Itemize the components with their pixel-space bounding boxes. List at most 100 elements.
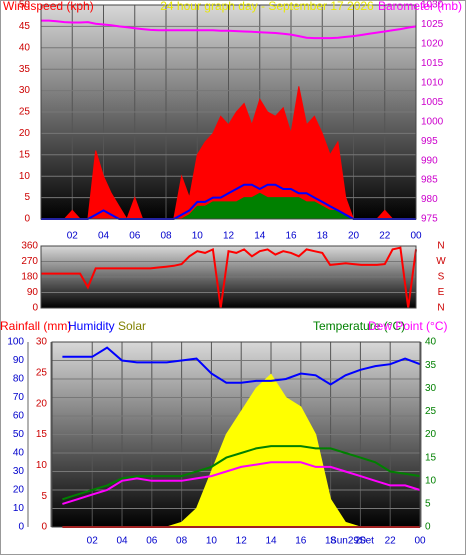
y-tick-label: 45 <box>19 21 31 32</box>
legend-entry: Solar <box>118 319 146 333</box>
y-tick-label: 50 <box>13 429 25 440</box>
y2-tick-label: N <box>437 303 444 314</box>
x-tick-label: 00 <box>410 231 422 242</box>
legend-entry: Temperature (°C) <box>313 319 405 333</box>
y-tick-label: 30 <box>19 85 31 96</box>
x-tick-label: 12 <box>223 231 235 242</box>
x-tick-label: 14 <box>265 536 277 547</box>
y-tick-label: 270 <box>21 256 38 267</box>
x-tick-label: 22 <box>379 231 391 242</box>
x-tick-label: 06 <box>146 536 158 547</box>
series-line <box>41 19 417 40</box>
x-tick-label: 04 <box>98 231 110 242</box>
legend-entry: Humidity <box>68 319 115 333</box>
y2-tick-label: 0 <box>425 522 431 533</box>
x-tick-label: 00 <box>414 536 426 547</box>
x-tick-label: 10 <box>192 231 204 242</box>
y3-tick-label: 30 <box>36 337 48 348</box>
y3-tick-label: 0 <box>41 522 47 533</box>
x-tick-label: 04 <box>116 536 128 547</box>
y-tick-label: 360 <box>21 241 38 252</box>
y-tick-label: 20 <box>13 485 25 496</box>
y-tick-label: 180 <box>21 272 38 283</box>
x-tick-label: 16 <box>285 231 297 242</box>
annotation: Sun29Set <box>330 536 374 547</box>
y-tick-label: 40 <box>13 448 25 459</box>
y2-tick-label: 25 <box>425 406 437 417</box>
x-tick-label: 10 <box>206 536 218 547</box>
y2-tick-label: 35 <box>425 360 437 371</box>
y-tick-label: 0 <box>24 214 30 225</box>
plot-border <box>51 341 421 528</box>
y2-tick-label: 985 <box>421 175 438 186</box>
y-tick-label: 30 <box>13 466 25 477</box>
y2-tick-label: 990 <box>421 155 438 166</box>
x-tick-label: 18 <box>325 536 337 547</box>
legend-entry: Windspeed (kph) <box>3 0 94 13</box>
y-tick-label: 80 <box>13 374 25 385</box>
x-tick-label: 20 <box>348 231 360 242</box>
y2-tick-label: 40 <box>425 337 437 348</box>
x-tick-label: 20 <box>355 536 367 547</box>
x-tick-label: 18 <box>317 231 329 242</box>
y2-tick-label: E <box>438 287 445 298</box>
y-tick-label: 25 <box>19 107 31 118</box>
y3-tick-label: 10 <box>36 460 48 471</box>
x-tick-label: 16 <box>295 536 307 547</box>
y2-tick-label: 1025 <box>421 19 444 30</box>
x-tick-label: 06 <box>129 231 141 242</box>
y2-tick-label: N <box>437 241 444 252</box>
y2-tick-label: 1030 <box>421 0 444 11</box>
x-tick-label: 22 <box>385 536 397 547</box>
y-tick-label: 10 <box>13 503 25 514</box>
y-tick-label: 90 <box>27 287 39 298</box>
legend-entry: Barometer (mb) <box>378 0 462 13</box>
y2-tick-label: S <box>438 272 445 283</box>
y-tick-label: 40 <box>19 42 31 53</box>
y2-tick-label: 1020 <box>421 39 444 50</box>
y2-tick-label: 980 <box>421 194 438 205</box>
y2-tick-label: W <box>436 256 446 267</box>
y2-tick-label: 995 <box>421 136 438 147</box>
y-tick-label: 70 <box>13 392 25 403</box>
y-tick-label: 5 <box>24 192 30 203</box>
y3-tick-label: 20 <box>36 398 48 409</box>
x-tick-label: 08 <box>160 231 172 242</box>
plot-border <box>40 4 417 220</box>
y2-tick-label: 20 <box>425 429 437 440</box>
y-tick-label: 10 <box>19 171 31 182</box>
x-tick-label: 14 <box>254 231 266 242</box>
plot-border <box>40 245 417 309</box>
series-line <box>41 246 417 309</box>
y3-tick-label: 15 <box>36 429 48 440</box>
y2-tick-label: 1000 <box>421 116 444 127</box>
y2-tick-label: 975 <box>421 214 438 225</box>
y-tick-label: 20 <box>19 128 31 139</box>
x-tick-label: 08 <box>176 536 188 547</box>
y-tick-label: 90 <box>13 355 25 366</box>
y2-tick-label: 15 <box>425 452 437 463</box>
y-tick-label: 0 <box>32 303 38 314</box>
y3-tick-label: 5 <box>41 491 47 502</box>
y-tick-label: 100 <box>7 337 24 348</box>
y3-tick-label: 25 <box>36 367 48 378</box>
x-tick-label: 02 <box>67 231 79 242</box>
y2-tick-label: 1005 <box>421 97 444 108</box>
y2-tick-label: 30 <box>425 383 437 394</box>
y-tick-label: 60 <box>13 411 25 422</box>
series-line <box>62 445 421 501</box>
y-tick-label: 50 <box>19 0 31 11</box>
legend-entry: Rainfall (mm) <box>0 319 71 333</box>
y2-tick-label: 1015 <box>421 58 444 69</box>
x-tick-label: 12 <box>236 536 248 547</box>
x-tick-label: 02 <box>87 536 99 547</box>
chart-title: 24 hour graph day - September 17 2026 <box>160 0 374 13</box>
y-tick-label: 0 <box>18 522 24 533</box>
y2-tick-label: 1010 <box>421 77 444 88</box>
series-line <box>62 461 421 505</box>
series-line <box>62 346 421 386</box>
y-tick-label: 15 <box>19 149 31 160</box>
y2-tick-label: 5 <box>425 499 431 510</box>
legend-entry: Dew Point (°C) <box>368 319 447 333</box>
y2-tick-label: 10 <box>425 475 437 486</box>
